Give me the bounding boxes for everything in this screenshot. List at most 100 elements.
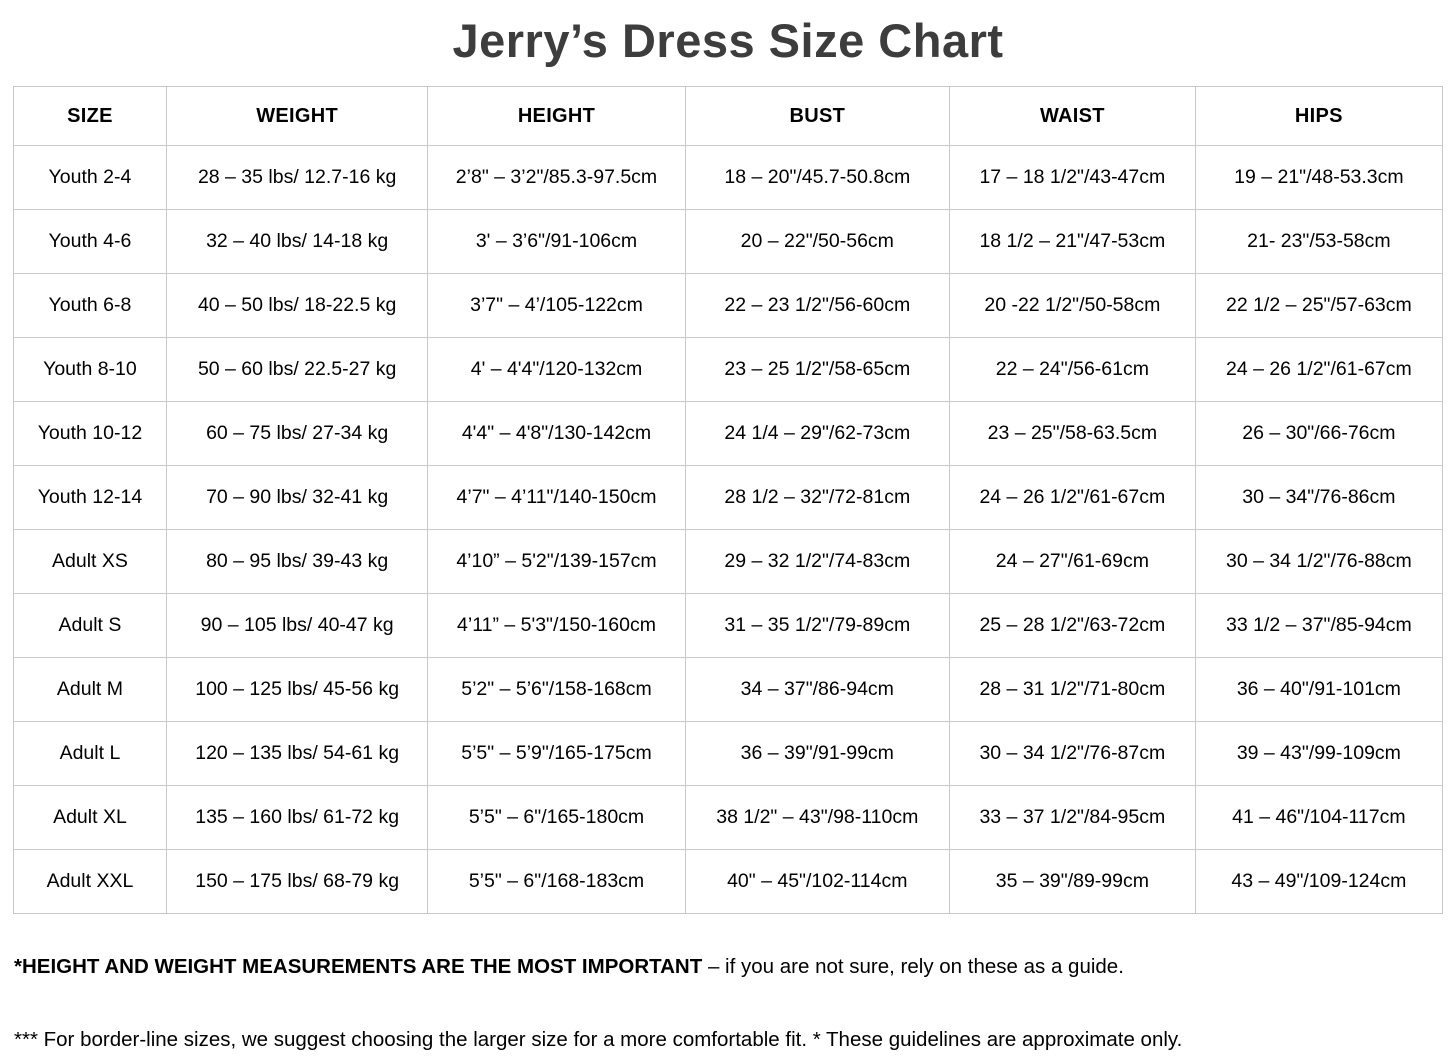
cell-size: Adult M: [13, 657, 167, 723]
cell-bust: 22 – 23 1/2"/56-60cm: [684, 273, 950, 339]
cell-weight: 28 – 35 lbs/ 12.7-16 kg: [165, 145, 429, 211]
table-row: Youth 2-4 28 – 35 lbs/ 12.7-16 kg 2’8" – 3…: [13, 145, 1444, 211]
size-chart-table: SIZE WEIGHT HEIGHT BUST WAIST HIPS Youth 2-4 2…: [13, 86, 1444, 915]
footnote-bold-text: *HEIGHT AND WEIGHT MEASUREMENTS ARE THE …: [14, 955, 703, 979]
cell-waist: 28 – 31 1/2"/71-80cm: [948, 657, 1196, 723]
cell-waist: 33 – 37 1/2"/84-95cm: [948, 785, 1196, 851]
cell-hips: 19 – 21"/48-53.3cm: [1194, 145, 1444, 211]
cell-waist: 35 – 39"/89-99cm: [948, 849, 1196, 915]
table-row: Adult S 90 – 105 lbs/ 40-47 kg 4’11” – 5'3…: [13, 593, 1444, 659]
cell-size: Youth 8-10: [13, 337, 167, 403]
cell-size: Youth 10-12: [13, 401, 167, 467]
cell-bust: 36 – 39"/91-99cm: [684, 721, 950, 787]
cell-size: Adult L: [13, 721, 167, 787]
cell-size: Adult XXL: [13, 849, 167, 915]
cell-bust: 34 – 37"/86-94cm: [684, 657, 950, 723]
cell-bust: 40" – 45"/102-114cm: [684, 849, 950, 915]
header-row: SIZE WEIGHT HEIGHT BUST WAIST HIPS: [13, 86, 1444, 147]
cell-weight: 32 – 40 lbs/ 14-18 kg: [165, 209, 429, 275]
cell-hips: 39 – 43"/99-109cm: [1194, 721, 1444, 787]
column-header-waist: WAIST: [948, 86, 1196, 147]
cell-weight: 60 – 75 lbs/ 27-34 kg: [165, 401, 429, 467]
cell-waist: 30 – 34 1/2"/76-87cm: [948, 721, 1196, 787]
cell-bust: 20 – 22"/50-56cm: [684, 209, 950, 275]
cell-height: 5’5" – 6"/165-180cm: [427, 785, 686, 851]
column-header-height: HEIGHT: [427, 86, 686, 147]
cell-weight: 90 – 105 lbs/ 40-47 kg: [165, 593, 429, 659]
table-row: Youth 10-12 60 – 75 lbs/ 27-34 kg 4'4" – 4…: [13, 401, 1444, 467]
cell-height: 5’2" – 5’6"/158-168cm: [427, 657, 686, 723]
footnote-regular-text: – if you are not sure, rely on these as …: [702, 955, 1124, 979]
table-body: Youth 2-4 28 – 35 lbs/ 12.7-16 kg 2’8" – 3…: [13, 145, 1444, 915]
table-row: Adult XL 135 – 160 lbs/ 61-72 kg 5’5" – 6"…: [13, 785, 1444, 851]
cell-weight: 100 – 125 lbs/ 45-56 kg: [165, 657, 429, 723]
cell-waist: 20 -22 1/2"/50-58cm: [948, 273, 1196, 339]
cell-hips: 30 – 34 1/2"/76-88cm: [1194, 529, 1444, 595]
cell-weight: 135 – 160 lbs/ 61-72 kg: [165, 785, 429, 851]
table-row: Adult XS 80 – 95 lbs/ 39-43 kg 4’10” – 5'2…: [13, 529, 1444, 595]
cell-bust: 28 1/2 – 32"/72-81cm: [684, 465, 950, 531]
cell-hips: 41 – 46"/104-117cm: [1194, 785, 1444, 851]
footnote-height-weight: *HEIGHT AND WEIGHT MEASUREMENTS ARE THE …: [14, 954, 1442, 981]
cell-waist: 18 1/2 – 21"/47-53cm: [948, 209, 1196, 275]
cell-hips: 22 1/2 – 25"/57-63cm: [1194, 273, 1444, 339]
column-header-bust: BUST: [684, 86, 950, 147]
column-header-weight: WEIGHT: [165, 86, 429, 147]
page-title: Jerry’s Dress Size Chart: [452, 14, 1004, 67]
footnotes: *HEIGHT AND WEIGHT MEASUREMENTS ARE THE …: [14, 954, 1442, 1053]
table-row: Adult L 120 – 135 lbs/ 54-61 kg 5’5" – 5’9…: [13, 721, 1444, 787]
cell-bust: 18 – 20"/45.7-50.8cm: [684, 145, 950, 211]
table-header: SIZE WEIGHT HEIGHT BUST WAIST HIPS: [13, 86, 1444, 147]
table-row: Adult M 100 – 125 lbs/ 45-56 kg 5’2" – 5’6…: [13, 657, 1444, 723]
cell-waist: 24 – 26 1/2"/61-67cm: [948, 465, 1196, 531]
cell-waist: 17 – 18 1/2"/43-47cm: [948, 145, 1196, 211]
table-row: Youth 12-14 70 – 90 lbs/ 32-41 kg 4’7" – 4…: [13, 465, 1444, 531]
cell-height: 4’10” – 5'2"/139-157cm: [427, 529, 686, 595]
cell-height: 2’8" – 3’2"/85.3-97.5cm: [427, 145, 686, 211]
cell-size: Youth 4-6: [13, 209, 167, 275]
cell-size: Adult XS: [13, 529, 167, 595]
cell-waist: 23 – 25"/58-63.5cm: [948, 401, 1196, 467]
cell-weight: 120 – 135 lbs/ 54-61 kg: [165, 721, 429, 787]
cell-hips: 24 – 26 1/2"/61-67cm: [1194, 337, 1444, 403]
cell-waist: 22 – 24"/56-61cm: [948, 337, 1196, 403]
footnote-borderline-sizes: *** For border-line sizes, we suggest ch…: [14, 1027, 1183, 1051]
cell-size: Adult S: [13, 593, 167, 659]
cell-hips: 43 – 49"/109-124cm: [1194, 849, 1444, 915]
cell-bust: 38 1/2" – 43"/98-110cm: [684, 785, 950, 851]
cell-hips: 26 – 30"/66-76cm: [1194, 401, 1444, 467]
cell-height: 4’11” – 5'3"/150-160cm: [427, 593, 686, 659]
cell-bust: 24 1/4 – 29"/62-73cm: [684, 401, 950, 467]
cell-height: 5’5" – 5’9"/165-175cm: [427, 721, 686, 787]
cell-height: 3' – 3’6"/91-106cm: [427, 209, 686, 275]
column-header-size: SIZE: [13, 86, 167, 147]
cell-weight: 50 – 60 lbs/ 22.5-27 kg: [165, 337, 429, 403]
cell-weight: 80 – 95 lbs/ 39-43 kg: [165, 529, 429, 595]
cell-waist: 25 – 28 1/2"/63-72cm: [948, 593, 1196, 659]
table-row: Youth 8-10 50 – 60 lbs/ 22.5-27 kg 4' – 4'…: [13, 337, 1444, 403]
cell-size: Youth 2-4: [13, 145, 167, 211]
cell-height: 5’5" – 6"/168-183cm: [427, 849, 686, 915]
cell-bust: 31 – 35 1/2"/79-89cm: [684, 593, 950, 659]
cell-size: Youth 6-8: [13, 273, 167, 339]
table-row: Adult XXL 150 – 175 lbs/ 68-79 kg 5’5" – 6…: [13, 849, 1444, 915]
table-row: Youth 4-6 32 – 40 lbs/ 14-18 kg 3' – 3’6"/…: [13, 209, 1444, 275]
column-header-hips: HIPS: [1194, 86, 1444, 147]
cell-weight: 150 – 175 lbs/ 68-79 kg: [165, 849, 429, 915]
cell-height: 4'4" – 4'8"/130-142cm: [427, 401, 686, 467]
cell-height: 4’7" – 4’11"/140-150cm: [427, 465, 686, 531]
cell-height: 4' – 4'4"/120-132cm: [427, 337, 686, 403]
cell-bust: 29 – 32 1/2"/74-83cm: [684, 529, 950, 595]
cell-height: 3’7" – 4’/105-122cm: [427, 273, 686, 339]
cell-waist: 24 – 27"/61-69cm: [948, 529, 1196, 595]
cell-size: Youth 12-14: [13, 465, 167, 531]
table-row: Youth 6-8 40 – 50 lbs/ 18-22.5 kg 3’7" – 4…: [13, 273, 1444, 339]
cell-weight: 70 – 90 lbs/ 32-41 kg: [165, 465, 429, 531]
cell-hips: 36 – 40"/91-101cm: [1194, 657, 1444, 723]
cell-hips: 33 1/2 – 37"/85-94cm: [1194, 593, 1444, 659]
cell-hips: 30 – 34"/76-86cm: [1194, 465, 1444, 531]
cell-size: Adult XL: [13, 785, 167, 851]
cell-weight: 40 – 50 lbs/ 18-22.5 kg: [165, 273, 429, 339]
cell-hips: 21- 23"/53-58cm: [1194, 209, 1444, 275]
